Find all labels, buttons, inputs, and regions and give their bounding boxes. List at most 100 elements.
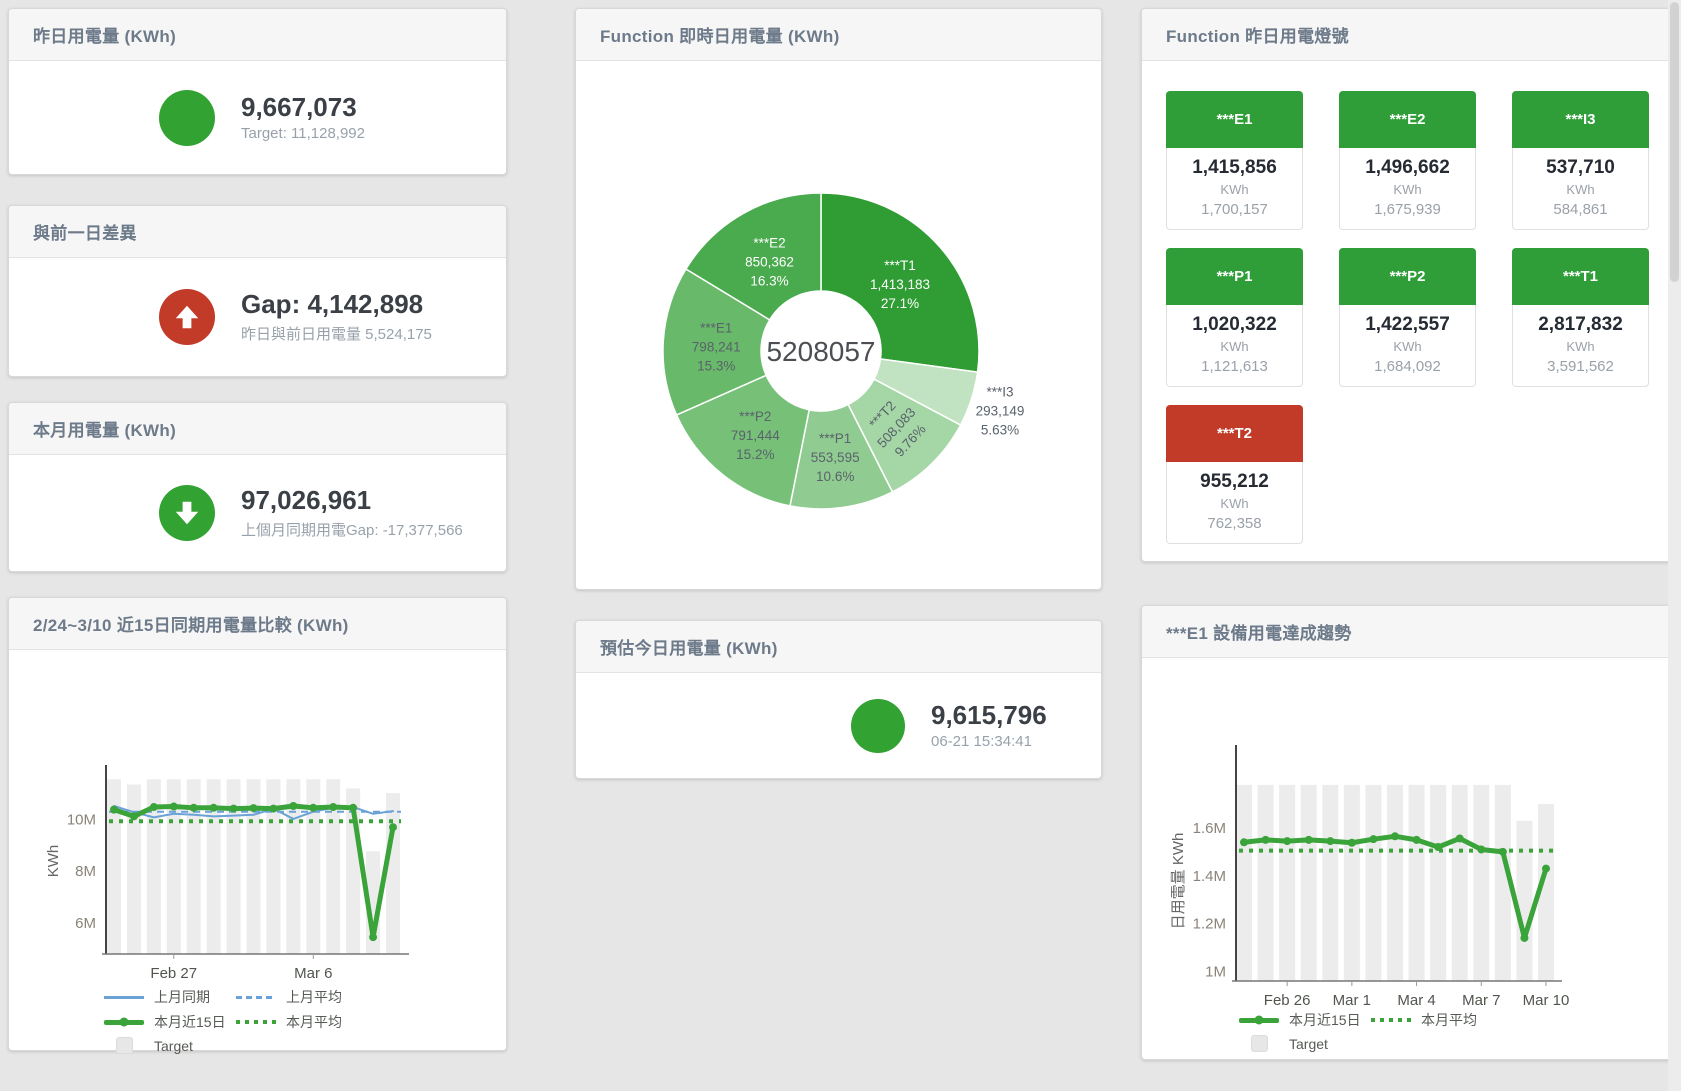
- light-tile-E1: ***E1 1,415,856 KWh 1,700,157: [1166, 91, 1303, 230]
- legend-label: Target: [154, 1037, 193, 1054]
- legend-marker: [236, 1020, 276, 1024]
- legend-label: 本月近15日: [1289, 1012, 1361, 1028]
- panel-usage-compare-chart: 2/24~3/10 近15日同期用電量比較 (KWh) 6M 8M 10M Feb 2…: [8, 597, 507, 1054]
- tile-value: 537,710: [1546, 157, 1615, 178]
- x-tick-label: Feb 27: [150, 965, 197, 982]
- tile-unit: KWh: [1220, 496, 1249, 511]
- light-tile-T2: ***T2 955,212 KWh 762,358: [1166, 405, 1303, 544]
- tile-value: 2,817,832: [1538, 314, 1623, 335]
- donut-center-total: 5208057: [766, 336, 875, 367]
- panel-yesterday-usage: 昨日用電量 (KWh) 9,667,073 Target: 11,128,992: [8, 8, 507, 175]
- tile-target-value: 1,700,157: [1201, 201, 1268, 218]
- y-tick-label: 6M: [75, 915, 96, 932]
- panel-header: Function 即時日用電量 (KWh): [576, 9, 1101, 61]
- y-axis-label: KWh: [45, 845, 62, 878]
- panel-title: Function 昨日用電燈號: [1166, 27, 1349, 46]
- status-circle-icon: [851, 698, 905, 753]
- tile-status-header: ***E1: [1166, 91, 1303, 148]
- legend-label: 上月同期: [154, 989, 210, 1005]
- legend-label: Target: [1289, 1035, 1328, 1052]
- y-tick-label: 1.2M: [1193, 916, 1226, 933]
- page-scrollbar[interactable]: [1668, 0, 1681, 1091]
- y-tick-label: 1.6M: [1193, 820, 1226, 837]
- stat-subtext: 上個月同期用電Gap: -17,377,566: [241, 521, 463, 539]
- stat-value: 9,667,073: [241, 91, 357, 122]
- panel-month-usage: 本月用電量 (KWh) 97,026,961 上個月同期用電Gap: -17,3…: [8, 402, 507, 572]
- donut-slice-label: ***P1 553,595 10.6%: [811, 431, 860, 484]
- arrow-up-icon: [159, 289, 215, 345]
- tile-value: 1,422,557: [1365, 314, 1450, 335]
- x-tick-label: Mar 4: [1397, 992, 1435, 1009]
- tile-unit: KWh: [1566, 339, 1595, 354]
- y-tick-label: 1M: [1205, 963, 1226, 980]
- legend-marker: [115, 1037, 133, 1054]
- tile-body: 955,212 KWh 762,358: [1166, 462, 1303, 544]
- y-tick-label: 1.4M: [1193, 868, 1226, 885]
- donut-slice-label: ***E2 850,362 16.3%: [745, 235, 794, 288]
- tile-body: 1,422,557 KWh 1,684,092: [1339, 305, 1476, 387]
- tile-unit: KWh: [1220, 339, 1249, 354]
- legend-item[interactable]: 本月近15日: [1239, 1010, 1371, 1030]
- panel-title: Function 即時日用電量 (KWh): [600, 27, 840, 46]
- tile-status-header: ***P1: [1166, 248, 1303, 305]
- stat-subtext: 昨日與前日用電量 5,524,175: [241, 325, 432, 343]
- tile-body: 1,496,662 KWh 1,675,939: [1339, 148, 1476, 230]
- donut-slice-T1[interactable]: [820, 192, 980, 373]
- panel-title: 預估今日用電量 (KWh): [600, 639, 778, 658]
- light-tile-I3: ***I3 537,710 KWh 584,861: [1512, 91, 1649, 230]
- light-tile-P2: ***P2 1,422,557 KWh 1,684,092: [1339, 248, 1476, 387]
- legend-marker: [236, 995, 276, 999]
- tile-unit: KWh: [1393, 339, 1422, 354]
- panel-title: 與前一日差異: [33, 224, 137, 243]
- tile-body: 1,415,856 KWh 1,700,157: [1166, 148, 1303, 230]
- panel-header: 與前一日差異: [9, 206, 506, 258]
- legend-label: 本月平均: [286, 1014, 342, 1030]
- donut-slice-E2[interactable]: [684, 192, 822, 321]
- legend-label: 本月近15日: [154, 1014, 226, 1030]
- x-tick-label: Mar 6: [294, 965, 332, 982]
- legend-label: 本月平均: [1421, 1012, 1477, 1028]
- legend-marker: [104, 1017, 144, 1027]
- y-tick-label: 10M: [67, 811, 96, 828]
- legend-item[interactable]: 本月近15日: [104, 1012, 236, 1032]
- panel-e1-trend-chart: ***E1 設備用電達成趨勢 1M 1.2M 1.4M 1.6M Feb 26 Mar 1…: [1141, 605, 1672, 1060]
- light-tile-P1: ***P1 1,020,322 KWh 1,121,613: [1166, 248, 1303, 387]
- y-tick-label: 8M: [75, 863, 96, 880]
- legend-item[interactable]: 本月平均: [1371, 1010, 1503, 1030]
- tile-unit: KWh: [1220, 182, 1249, 197]
- tile-target-value: 584,861: [1553, 201, 1608, 218]
- legend-item[interactable]: 本月平均: [236, 1012, 368, 1032]
- light-tile-T1: ***T1 2,817,832 KWh 3,591,562: [1512, 248, 1649, 387]
- panel-header: 本月用電量 (KWh): [9, 403, 506, 455]
- y-axis-label: 日用電量 KWh: [1170, 833, 1187, 930]
- panel-estimate-today: 預估今日用電量 (KWh) 9,615,796 06-21 15:34:41: [575, 620, 1102, 779]
- arrow-down-icon: [159, 485, 215, 541]
- panel-title: 2/24~3/10 近15日同期用電量比較 (KWh): [33, 616, 349, 635]
- panel-title: 昨日用電量 (KWh): [33, 27, 177, 46]
- legend-item[interactable]: 上月同期: [104, 987, 236, 1007]
- x-tick-label: Feb 26: [1264, 992, 1311, 1009]
- tile-status-header: ***T2: [1166, 405, 1303, 462]
- panel-title: 本月用電量 (KWh): [33, 421, 177, 440]
- legend-item[interactable]: Target: [1239, 1035, 1371, 1052]
- legend-item[interactable]: 上月平均: [236, 987, 368, 1007]
- e1-trend-chart: 1M 1.2M 1.4M 1.6M Feb 26 Mar 1 Mar 4 Mar 7 Mar 1…: [1170, 745, 1569, 1009]
- status-circle-icon: [159, 89, 215, 146]
- target-bars: [1236, 784, 1554, 981]
- scrollbar-thumb[interactable]: [1670, 2, 1679, 282]
- tile-body: 2,817,832 KWh 3,591,562: [1512, 305, 1649, 387]
- panel-header: ***E1 設備用電達成趨勢: [1142, 606, 1671, 658]
- donut-slice-P2[interactable]: [675, 374, 811, 507]
- donut-slice-E1[interactable]: [662, 267, 771, 416]
- tile-value: 1,020,322: [1192, 314, 1277, 335]
- stat-value: 9,615,796: [931, 699, 1047, 730]
- stat-value: 97,026,961: [241, 485, 372, 516]
- tile-target-value: 762,358: [1207, 515, 1262, 532]
- tile-value: 1,496,662: [1365, 157, 1450, 178]
- legend-item[interactable]: Target: [104, 1037, 236, 1054]
- tile-status-header: ***E2: [1339, 91, 1476, 148]
- stat-timestamp: 06-21 15:34:41: [931, 733, 1032, 751]
- tile-body: 1,020,322 KWh 1,121,613: [1166, 305, 1303, 387]
- donut-slice-label: ***P2 791,444 15.2%: [731, 409, 780, 462]
